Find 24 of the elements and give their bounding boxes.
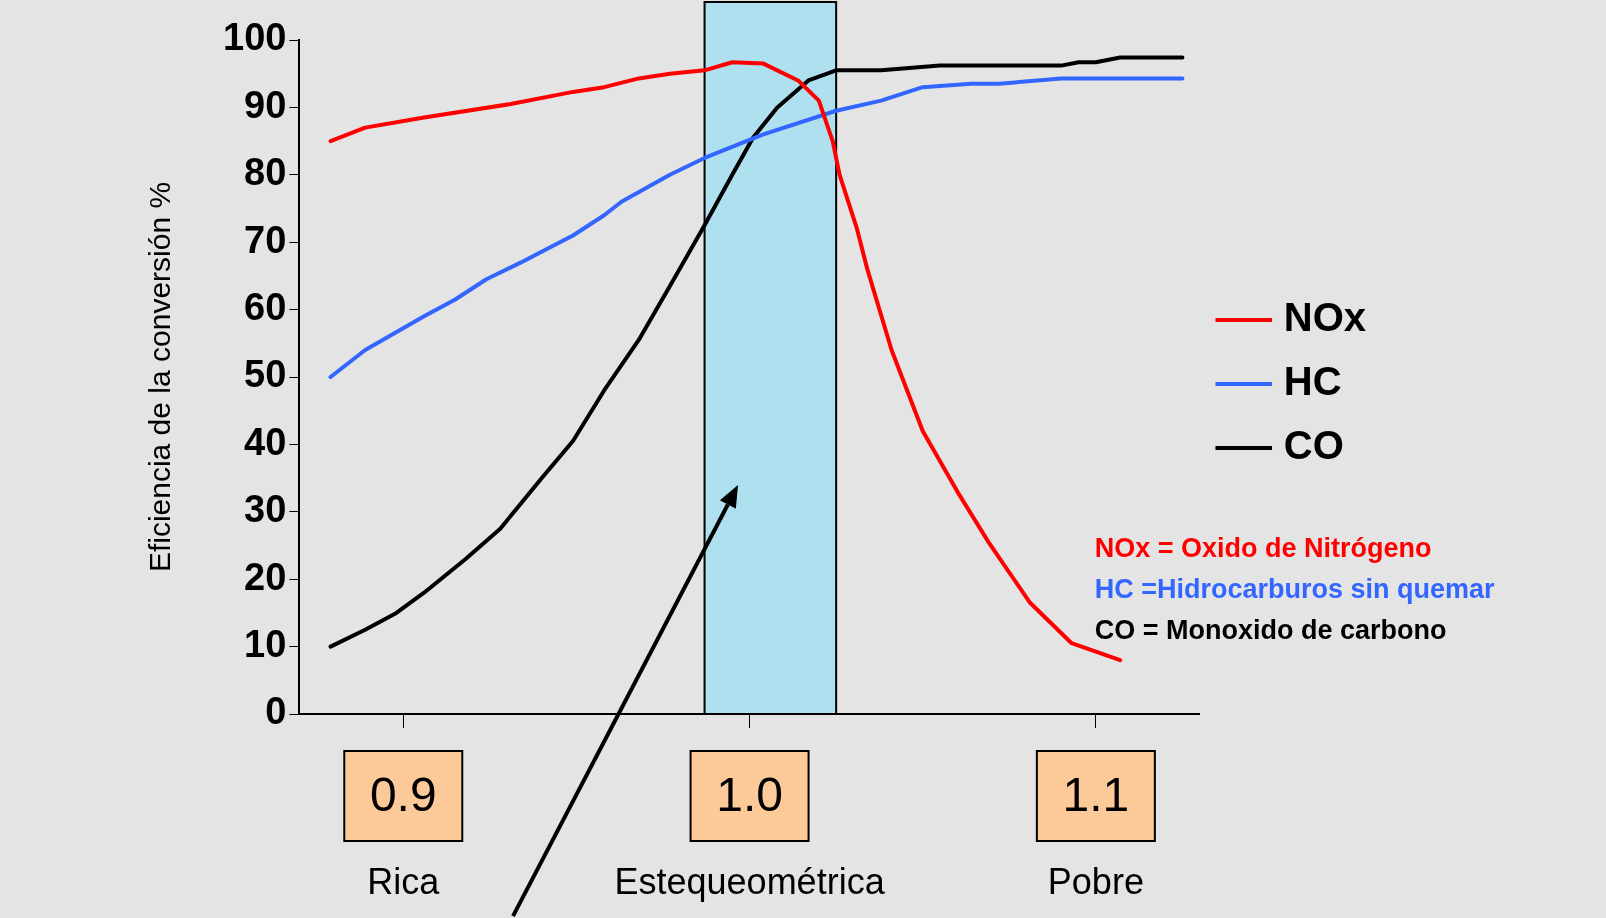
y-tick-label: 50 <box>244 353 287 396</box>
y-axis-title: Eficiencia de la conversión % <box>143 181 177 573</box>
annotation: NOx = Oxido de Nitrógeno <box>1094 533 1432 564</box>
legend-label: NOx <box>1283 295 1366 340</box>
text: Estequeométrica <box>614 860 886 902</box>
y-tick-label: 90 <box>244 83 287 126</box>
annotation: CO = Monoxido de carbono <box>1094 615 1447 646</box>
x-tick-label: 1.0 <box>716 768 783 822</box>
y-tick-label: 40 <box>244 420 287 463</box>
text: Pobre <box>1047 860 1144 902</box>
x-tick-label: 1.1 <box>1062 768 1130 822</box>
y-tick-label: 30 <box>244 488 287 531</box>
annotation: HC =Hidrocarburos sin quemar <box>1094 574 1496 605</box>
y-tick-label: 80 <box>244 151 287 194</box>
y-tick-label: 70 <box>244 218 287 261</box>
y-tick-label: 20 <box>244 555 287 598</box>
x-tick-label: 0.9 <box>369 768 437 822</box>
text: Rica <box>367 860 441 902</box>
y-tick-label: 0 <box>265 690 287 733</box>
legend-label: HC <box>1283 359 1342 404</box>
legend-label: CO <box>1283 423 1344 468</box>
y-tick-label: 100 <box>223 16 287 59</box>
y-tick-label: 60 <box>244 286 287 329</box>
y-tick-label: 10 <box>244 623 287 666</box>
